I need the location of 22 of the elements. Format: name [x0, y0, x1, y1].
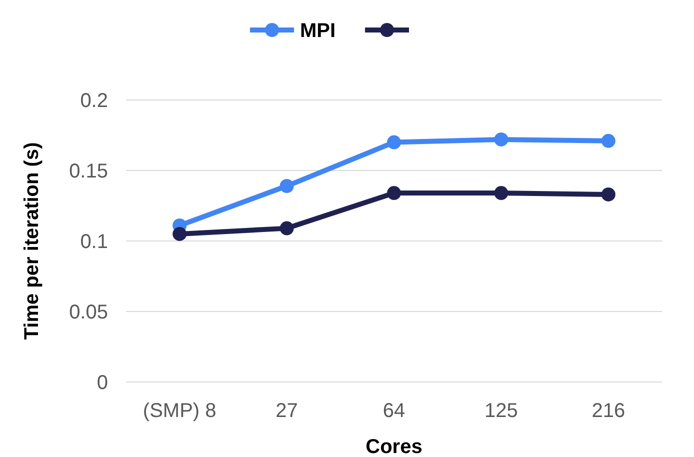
y-tick-label: 0	[96, 372, 108, 394]
point	[172, 226, 187, 241]
y-axis-title: Time per iteration (s)	[21, 142, 43, 340]
point	[601, 187, 616, 202]
y-tick-label: 0.2	[80, 90, 108, 112]
point	[387, 135, 401, 150]
x-tick-label: 125	[484, 400, 518, 422]
y-tick-label: 0.15	[69, 160, 108, 182]
point	[387, 186, 401, 200]
legend-label: MPI	[300, 20, 336, 42]
x-tick-label: 64	[382, 400, 406, 422]
point	[280, 179, 294, 194]
point	[494, 132, 508, 146]
point	[601, 134, 616, 148]
x-axis-title: Cores	[366, 436, 422, 457]
point	[280, 221, 294, 236]
point	[494, 186, 508, 200]
x-tick-label: 27	[276, 400, 298, 422]
x-tick-label: 216	[592, 400, 626, 422]
x-tick-label: (SMP) 8	[142, 400, 216, 422]
y-tick-label: 0.05	[69, 302, 108, 324]
y-tick-label: 0.1	[80, 231, 108, 253]
